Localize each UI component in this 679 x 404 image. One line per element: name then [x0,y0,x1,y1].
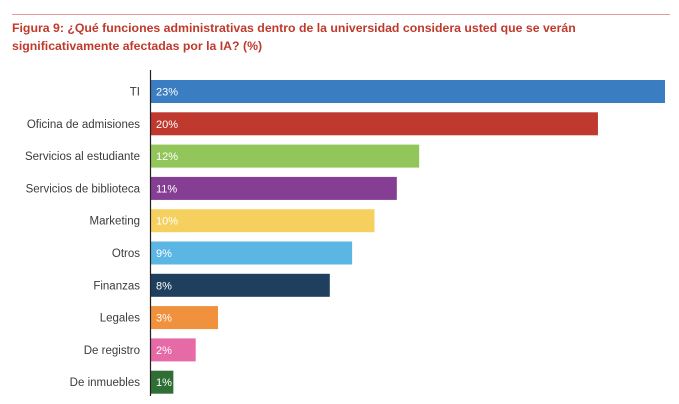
bar-9 [151,370,174,394]
data-label: 10% [156,216,178,228]
category-label: Otros [112,248,140,260]
category-label: Servicios de biblioteca [26,183,141,195]
data-label: 2% [156,345,172,357]
data-label: 20% [156,119,178,131]
category-label: De inmuebles [70,377,141,389]
bar-5 [151,241,353,265]
title-divider [12,14,670,15]
data-label: 23% [156,87,178,99]
category-label: Legales [100,313,141,325]
bar-2 [151,144,420,168]
category-label: TI [130,87,140,99]
bar-0 [151,80,665,103]
bar-3 [151,176,397,200]
bar-1 [151,112,598,136]
figure-title: Figura 9: ¿Qué funciones administrativas… [12,21,576,53]
data-label: 8% [156,280,172,292]
data-label: 1% [156,377,172,389]
bar-8 [151,338,196,362]
data-label: 9% [156,248,172,260]
bar-6 [151,273,330,297]
category-label: De registro [84,345,140,357]
category-label: Finanzas [93,280,140,292]
bar-4 [151,209,375,233]
data-label: 12% [156,151,178,163]
category-label: Servicios al estudiante [25,151,140,163]
data-label: 3% [156,313,172,325]
bar-7 [151,306,219,330]
category-label: Marketing [90,216,141,228]
data-label: 11% [156,183,177,195]
category-label: Oficina de admisiones [27,119,140,131]
